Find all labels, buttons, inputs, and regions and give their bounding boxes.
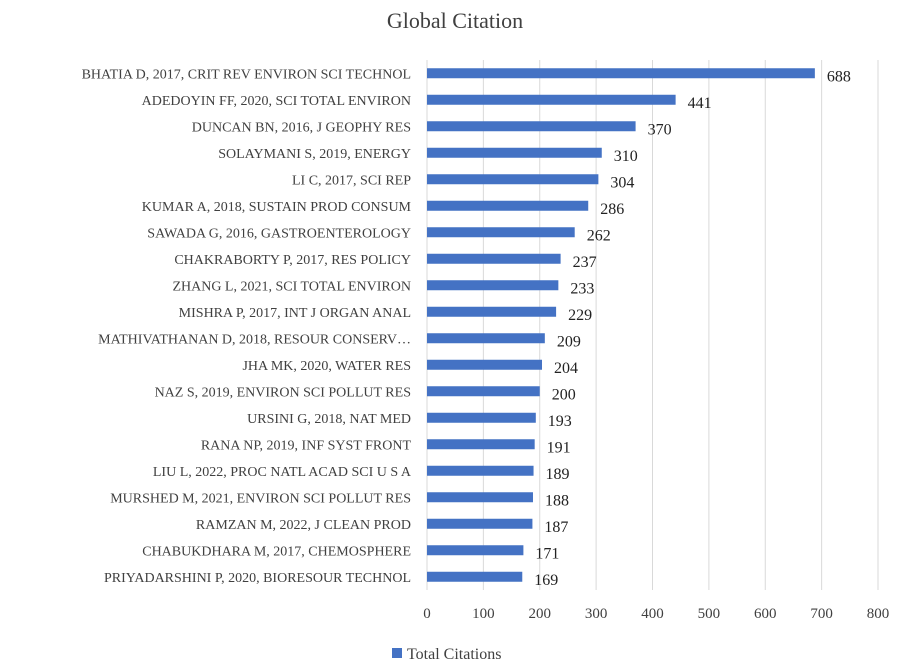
data-label: 370 bbox=[648, 121, 672, 138]
category-label: BHATIA D, 2017, CRIT REV ENVIRON SCI TEC… bbox=[82, 67, 411, 82]
category-label: JHA MK, 2020, WATER RES bbox=[242, 359, 411, 374]
data-label: 171 bbox=[535, 545, 559, 562]
data-label: 204 bbox=[554, 360, 578, 377]
category-label: RAMZAN M, 2022, J CLEAN PROD bbox=[196, 518, 411, 533]
category-label: KUMAR A, 2018, SUSTAIN PROD CONSUM bbox=[142, 200, 412, 215]
category-label: MURSHED M, 2021, ENVIRON SCI POLLUT RES bbox=[110, 491, 411, 506]
x-tick-label: 300 bbox=[585, 606, 608, 622]
category-label: CHAKRABORTY P, 2017, RES POLICY bbox=[174, 253, 411, 268]
bar bbox=[427, 253, 561, 264]
category-label: LI C, 2017, SCI REP bbox=[292, 173, 411, 188]
bar bbox=[427, 571, 523, 582]
x-tick-label: 500 bbox=[698, 606, 721, 622]
bar bbox=[427, 147, 602, 158]
data-label: 187 bbox=[544, 519, 568, 536]
bar bbox=[427, 545, 524, 556]
category-label: SOLAYMANI S, 2019, ENERGY bbox=[218, 147, 411, 162]
bar bbox=[427, 280, 559, 291]
x-tick-label: 400 bbox=[641, 606, 664, 622]
data-label: 304 bbox=[610, 174, 634, 191]
data-label: 191 bbox=[547, 439, 571, 456]
legend-swatch bbox=[392, 648, 402, 658]
data-label: 200 bbox=[552, 386, 576, 403]
data-label: 310 bbox=[614, 148, 638, 165]
bar bbox=[427, 465, 534, 476]
bar bbox=[427, 68, 815, 79]
category-label: NAZ S, 2019, ENVIRON SCI POLLUT RES bbox=[155, 385, 411, 400]
bar bbox=[427, 439, 535, 450]
bar bbox=[427, 386, 540, 397]
data-label: 229 bbox=[568, 307, 592, 324]
bar bbox=[427, 174, 599, 185]
data-label: 188 bbox=[545, 492, 569, 509]
data-label: 237 bbox=[573, 254, 597, 271]
x-axis-ticks: 0 100 200 300 400 500 600 700 800 bbox=[423, 606, 889, 622]
x-tick-label: 0 bbox=[423, 606, 431, 622]
category-label: ZHANG L, 2021, SCI TOTAL ENVIRON bbox=[172, 279, 411, 294]
data-label: 262 bbox=[587, 227, 611, 244]
bar bbox=[427, 412, 536, 423]
chart-title: Global Citation bbox=[387, 8, 523, 33]
category-label: DUNCAN BN, 2016, J GEOPHY RES bbox=[192, 120, 411, 135]
x-tick-label: 100 bbox=[472, 606, 495, 622]
bar bbox=[427, 200, 589, 211]
data-label: 189 bbox=[546, 466, 570, 483]
legend-label: Total Citations bbox=[407, 646, 501, 663]
category-labels: BHATIA D, 2017, CRIT REV ENVIRON SCI TEC… bbox=[82, 67, 412, 586]
category-label: MISHRA P, 2017, INT J ORGAN ANAL bbox=[179, 306, 411, 321]
category-label: LIU L, 2022, PROC NATL ACAD SCI U S A bbox=[153, 465, 412, 480]
data-label: 209 bbox=[557, 333, 581, 350]
data-label: 193 bbox=[548, 413, 572, 430]
bar bbox=[427, 518, 533, 529]
bar bbox=[427, 359, 543, 370]
x-tick-label: 600 bbox=[754, 606, 777, 622]
bar bbox=[427, 94, 676, 105]
data-label: 286 bbox=[600, 201, 624, 218]
category-label: ADEDOYIN FF, 2020, SCI TOTAL ENVIRON bbox=[142, 94, 411, 109]
category-label: CHABUKDHARA M, 2017, CHEMOSPHERE bbox=[142, 544, 411, 559]
data-label: 233 bbox=[570, 280, 594, 297]
category-label: URSINI G, 2018, NAT MED bbox=[247, 412, 411, 427]
category-label: PRIYADARSHINI P, 2020, BIORESOUR TECHNOL bbox=[104, 571, 411, 586]
category-label: MATHIVATHANAN D, 2018, RESOUR CONSERV… bbox=[98, 332, 411, 347]
bar bbox=[427, 306, 557, 317]
bar bbox=[427, 333, 545, 344]
category-label: SAWADA G, 2016, GASTROENTEROLOGY bbox=[147, 226, 411, 241]
data-label: 441 bbox=[688, 95, 712, 112]
gridlines bbox=[426, 60, 879, 590]
x-tick-label: 700 bbox=[810, 606, 833, 622]
bar bbox=[427, 227, 575, 238]
bar bbox=[427, 121, 636, 132]
data-label: 688 bbox=[827, 68, 851, 85]
bar bbox=[427, 492, 533, 503]
category-label: RANA NP, 2019, INF SYST FRONT bbox=[201, 438, 412, 453]
data-label: 169 bbox=[534, 572, 558, 589]
legend: Total Citations bbox=[392, 646, 501, 663]
x-tick-label: 800 bbox=[867, 606, 890, 622]
bars bbox=[427, 68, 815, 582]
x-tick-label: 200 bbox=[529, 606, 552, 622]
data-labels: 688 441 370 310 304 286 262 237 233 229 209 204 200 1… bbox=[534, 68, 851, 589]
